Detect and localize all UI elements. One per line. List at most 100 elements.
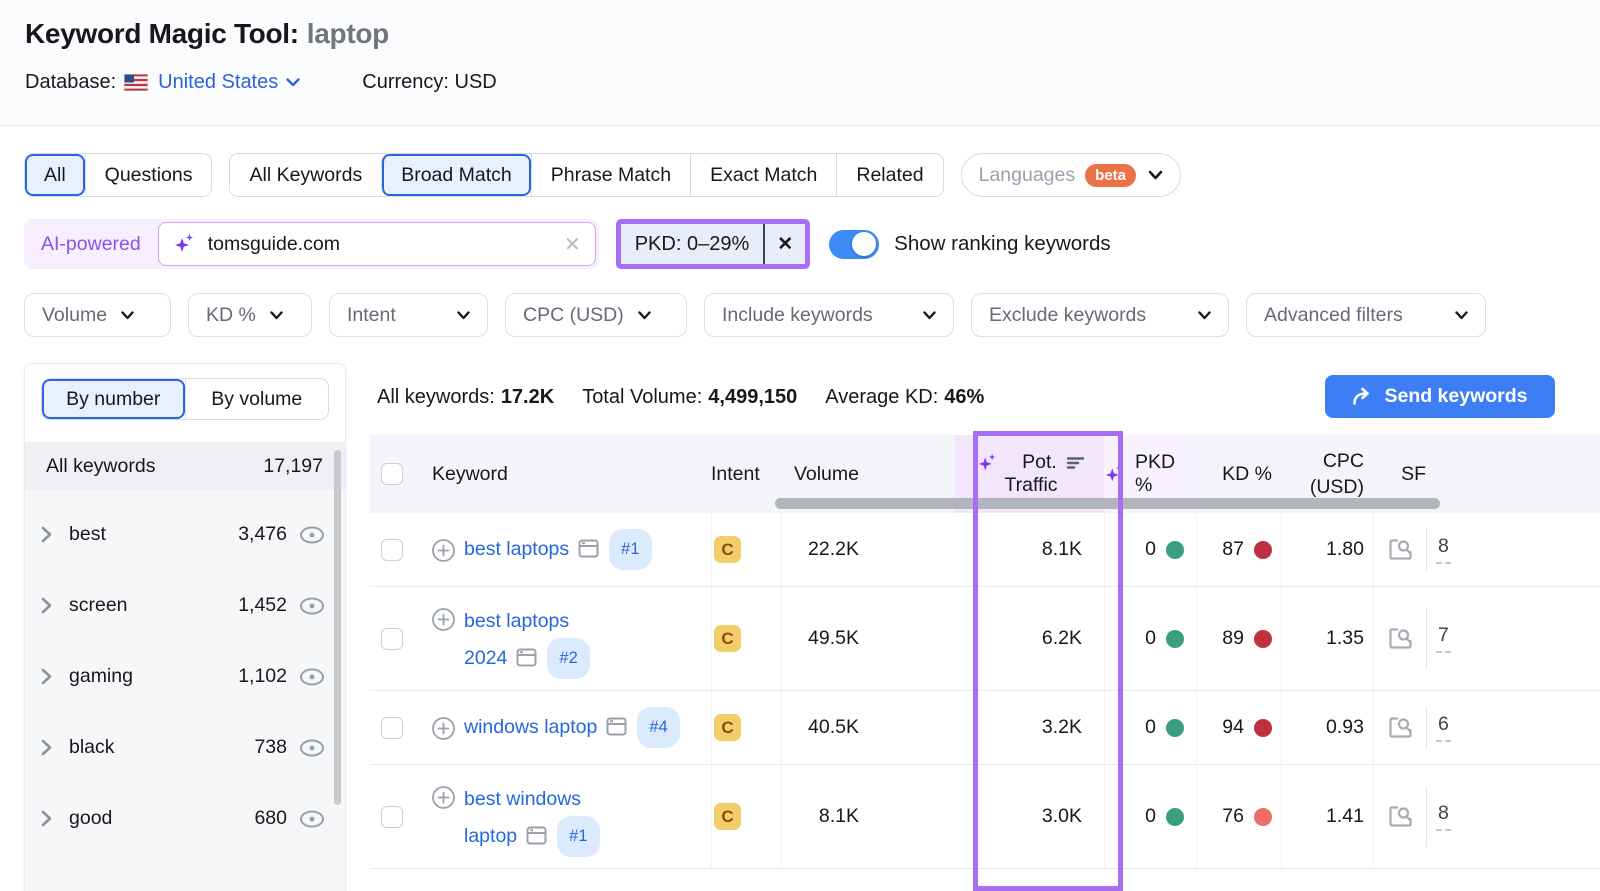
tab-questions[interactable]: Questions — [84, 154, 212, 196]
cpc-value: 1.35 — [1281, 587, 1373, 690]
row-checkbox[interactable] — [381, 627, 403, 650]
kd-filter[interactable]: KD % — [188, 293, 312, 337]
table-row: windows laptop #4 C 40.5K 3.2K 0 94 0.93 … — [370, 691, 1600, 765]
tab-exact-match[interactable]: Exact Match — [690, 154, 836, 196]
tab-related[interactable]: Related — [836, 154, 942, 196]
keyword-link[interactable]: best laptops 2024 — [464, 610, 570, 669]
sort-descending-icon — [1066, 456, 1085, 470]
table-horizontal-scrollbar[interactable] — [775, 498, 1440, 509]
tab-all-keywords[interactable]: All Keywords — [249, 163, 363, 186]
sidebar-sort-tabs: By number By volume — [41, 378, 329, 420]
eye-icon[interactable] — [299, 739, 325, 757]
serp-features-icon[interactable] — [578, 539, 599, 558]
currency-value: USD — [454, 71, 497, 93]
tab-broad-match[interactable]: Broad Match — [381, 154, 531, 196]
group-item-best[interactable]: best 3,476 — [25, 499, 345, 570]
volume-filter[interactable]: Volume — [24, 293, 171, 337]
intent-commercial-badge[interactable]: C — [714, 536, 741, 563]
header-volume[interactable]: Volume — [793, 462, 859, 485]
group-item-gaming[interactable]: gaming 1,102 — [25, 641, 345, 712]
group-item-good[interactable]: good 680 — [25, 783, 345, 854]
pkd-filter-chip[interactable]: PKD: 0–29% — [620, 224, 764, 264]
table-summary: All keywords: 17.2K Total Volume: 4,499,15… — [370, 375, 1600, 419]
keyword-link[interactable]: best laptops — [464, 538, 570, 560]
remove-pkd-filter-button[interactable]: ✕ — [763, 224, 806, 264]
show-ranking-keywords-toggle[interactable] — [829, 229, 880, 259]
serp-preview-icon[interactable] — [1387, 626, 1414, 651]
eye-icon[interactable] — [299, 526, 325, 544]
cpc-value: 1.41 — [1281, 765, 1373, 868]
serp-preview-icon[interactable] — [1387, 715, 1414, 740]
ranking-position-badge[interactable]: #4 — [637, 707, 680, 748]
keyword-link[interactable]: best windows laptop — [464, 788, 582, 847]
row-checkbox[interactable] — [381, 538, 403, 561]
intent-commercial-badge[interactable]: C — [714, 803, 741, 830]
eye-icon[interactable] — [299, 668, 325, 686]
tab-all[interactable]: All — [25, 154, 85, 196]
us-flag-icon — [124, 74, 149, 91]
sidebar-scrollbar[interactable] — [334, 450, 341, 805]
intent-commercial-badge[interactable]: C — [714, 714, 741, 741]
serp-features-icon[interactable] — [606, 717, 627, 736]
ranking-position-badge[interactable]: #1 — [609, 529, 652, 570]
select-all-checkbox[interactable] — [381, 463, 403, 485]
sf-count[interactable]: 8 — [1436, 802, 1451, 831]
exclude-keywords-filter[interactable]: Exclude keywords — [971, 293, 1229, 337]
intent-filter[interactable]: Intent — [329, 293, 488, 337]
match-tab-group: All Keywords Broad Match Phrase Match Ex… — [229, 153, 944, 197]
eye-icon[interactable] — [299, 810, 325, 828]
advanced-filters[interactable]: Advanced filters — [1246, 293, 1486, 337]
kd-value: 76 — [1222, 805, 1244, 827]
group-item-black[interactable]: black 738 — [25, 712, 345, 783]
ranking-position-badge[interactable]: #2 — [547, 638, 590, 679]
kd-value: 87 — [1222, 538, 1244, 560]
tab-by-volume[interactable]: By volume — [184, 379, 329, 419]
kd-value: 94 — [1222, 716, 1244, 738]
cpc-filter[interactable]: CPC (USD) — [505, 293, 687, 337]
add-keyword-icon[interactable] — [431, 607, 456, 632]
keyword-groups-sidebar: By number By volume All keywords 17,197 … — [24, 363, 346, 891]
database-selector[interactable]: United States — [124, 71, 300, 94]
sf-count[interactable]: 8 — [1436, 535, 1451, 564]
sf-count[interactable]: 6 — [1436, 713, 1451, 742]
header-cpc[interactable]: CPC (USD) — [1309, 449, 1364, 498]
add-keyword-icon[interactable] — [431, 538, 456, 563]
search-input[interactable]: tomsguide.com ✕ — [157, 222, 596, 266]
keyword-link[interactable]: windows laptop — [464, 716, 598, 738]
serp-features-icon[interactable] — [516, 648, 537, 667]
serp-preview-icon[interactable] — [1387, 537, 1414, 562]
row-checkbox[interactable] — [381, 805, 403, 828]
pkd-dot — [1166, 540, 1184, 559]
eye-icon[interactable] — [299, 597, 325, 615]
ranking-position-badge[interactable]: #1 — [557, 816, 600, 857]
pkd-dot — [1166, 629, 1184, 648]
total-volume-label: Total Volume: — [582, 385, 703, 408]
chevron-down-icon — [286, 78, 300, 87]
languages-dropdown[interactable]: Languages beta — [960, 153, 1181, 197]
header-sf[interactable]: SF — [1401, 462, 1426, 485]
clear-search-icon[interactable]: ✕ — [563, 233, 581, 256]
add-keyword-icon[interactable] — [431, 716, 456, 741]
group-item-screen[interactable]: screen 1,452 — [25, 570, 345, 641]
header-kd[interactable]: KD % — [1222, 462, 1272, 485]
include-keywords-filter[interactable]: Include keywords — [704, 293, 954, 337]
send-keywords-button[interactable]: Send keywords — [1325, 375, 1555, 418]
intent-commercial-badge[interactable]: C — [714, 625, 741, 652]
all-keywords-row[interactable]: All keywords 17,197 — [25, 442, 345, 490]
chevron-right-icon — [41, 526, 52, 543]
pkd-value: 0 — [1145, 805, 1156, 827]
tab-phrase-match[interactable]: Phrase Match — [530, 154, 690, 196]
chevron-down-icon — [1148, 170, 1163, 180]
sf-count[interactable]: 7 — [1436, 624, 1451, 653]
volume-value: 22.2K — [781, 513, 869, 586]
kd-value: 89 — [1222, 627, 1244, 649]
header-keyword[interactable]: Keyword — [432, 462, 508, 485]
add-keyword-icon[interactable] — [431, 785, 456, 810]
serp-features-icon[interactable] — [526, 826, 547, 845]
header-intent[interactable]: Intent — [711, 462, 760, 485]
serp-preview-icon[interactable] — [1387, 804, 1414, 829]
row-checkbox[interactable] — [381, 716, 403, 739]
tab-by-number[interactable]: By number — [42, 379, 185, 419]
ai-powered-label: AI-powered — [41, 232, 141, 255]
chevron-right-icon — [41, 668, 52, 685]
